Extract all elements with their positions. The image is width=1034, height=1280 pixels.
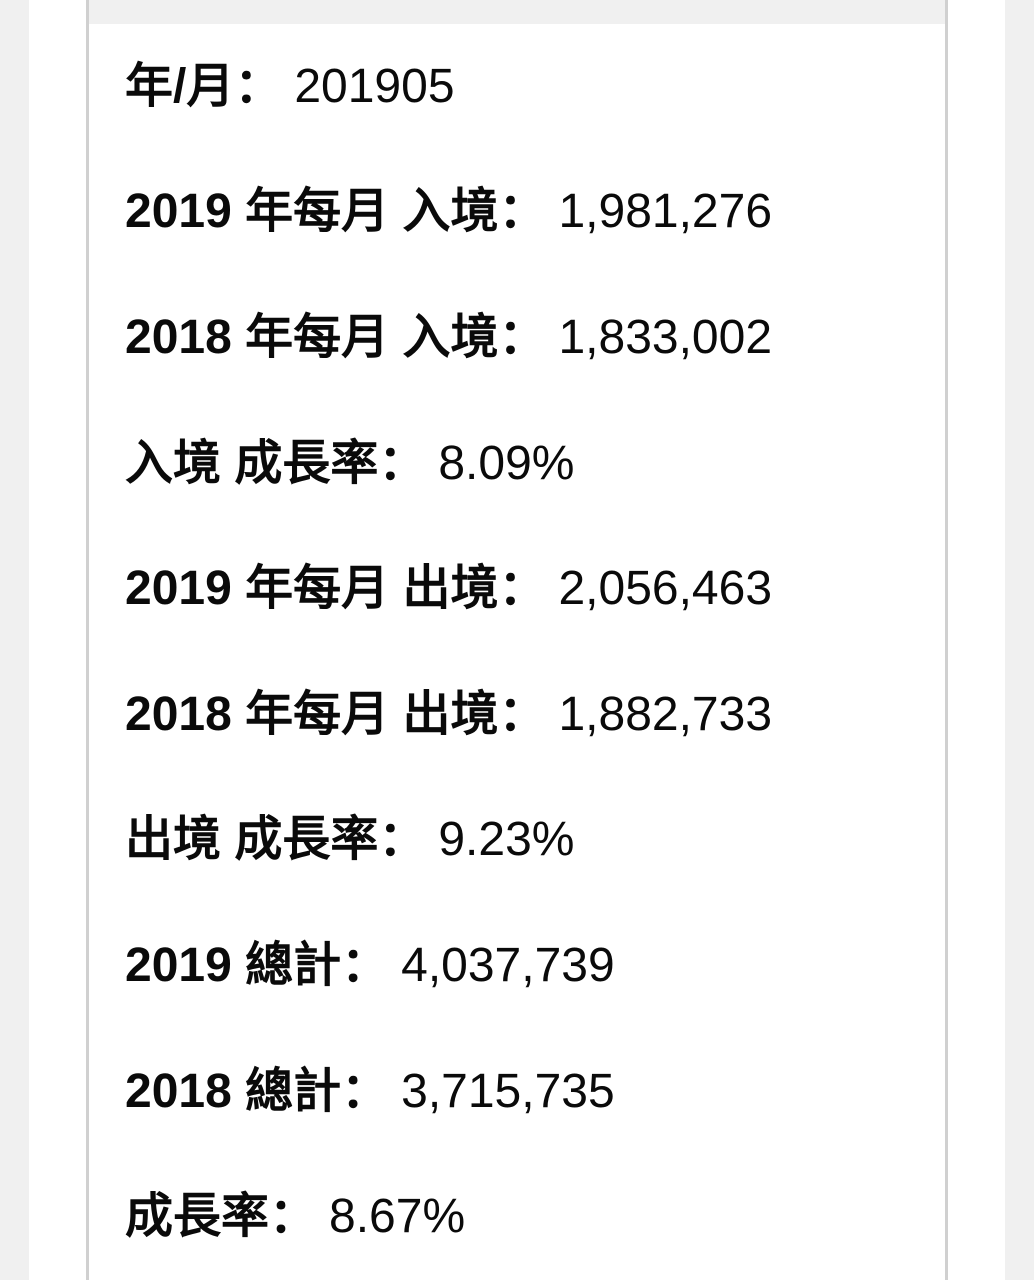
row-label: 入境 成長率：: [125, 436, 427, 490]
row-label: 2018 年每月 出境：: [125, 687, 547, 741]
table-row: 2019 總計： 4,037,739: [89, 903, 945, 1029]
row-label: 2018 總計：: [125, 1064, 390, 1118]
row-label: 2019 年每月 出境：: [125, 562, 547, 616]
row-value: 9.23%: [438, 813, 575, 867]
table-row: 出境 成長率： 9.23%: [89, 778, 945, 904]
stats-rows: 年/月： 201905 2019 年每月 入境： 1,981,276 2018 …: [89, 24, 945, 1280]
table-row: 2018 年每月 入境： 1,833,002: [89, 275, 945, 401]
row-label: 年/月：: [125, 59, 283, 113]
table-row: 2018 總計： 3,715,735: [89, 1029, 945, 1155]
row-value: 8.09%: [438, 436, 575, 490]
row-value: 201905: [294, 59, 455, 113]
table-row: 2018 年每月 出境： 1,882,733: [89, 652, 945, 778]
row-label: 出境 成長率：: [125, 813, 427, 867]
row-value: 2,056,463: [558, 562, 773, 616]
row-value: 1,882,733: [558, 687, 773, 741]
row-label: 2019 年每月 入境：: [125, 185, 547, 239]
table-row: 2019 年每月 出境： 2,056,463: [89, 526, 945, 652]
content-card: 年/月： 201905 2019 年每月 入境： 1,981,276 2018 …: [29, 0, 1005, 1280]
stats-table: 年/月： 201905 2019 年每月 入境： 1,981,276 2018 …: [86, 0, 948, 1280]
row-value: 3,715,735: [401, 1064, 615, 1118]
row-value: 1,833,002: [558, 310, 773, 364]
row-value: 8.67%: [329, 1190, 466, 1244]
row-value: 1,981,276: [558, 185, 773, 239]
table-row: 2019 年每月 入境： 1,981,276: [89, 150, 945, 276]
row-value: 4,037,739: [401, 938, 615, 992]
table-row: 成長率： 8.67%: [89, 1154, 945, 1280]
row-label: 2019 總計：: [125, 938, 390, 992]
row-label: 2018 年每月 入境：: [125, 310, 547, 364]
cutoff-striped-row: [89, 0, 945, 24]
table-row: 入境 成長率： 8.09%: [89, 401, 945, 527]
row-label: 成長率：: [125, 1190, 318, 1244]
table-row: 年/月： 201905: [89, 24, 945, 150]
